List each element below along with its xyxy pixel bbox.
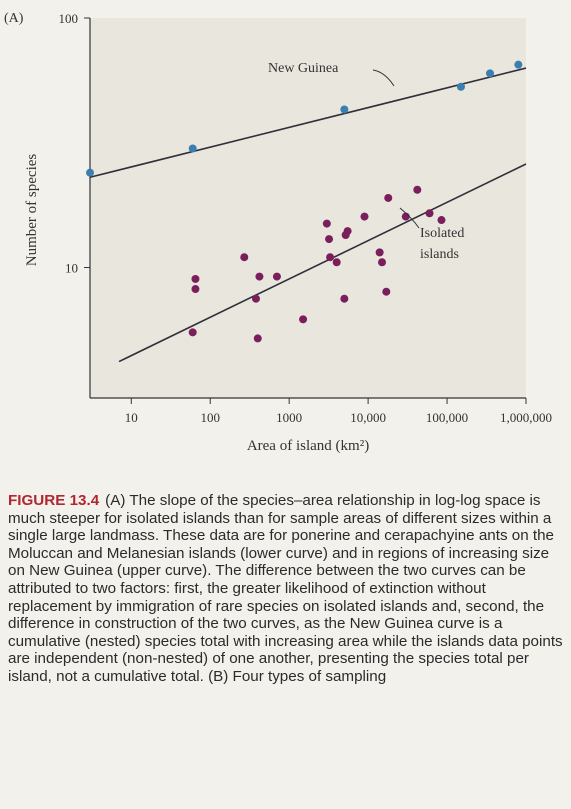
figure-panel: (A) 10 100 1000 10,000 100,000 1,000,000 10 100… [4,11,552,454]
point-isolated-islands-8 [299,315,308,324]
point-isolated-islands-12 [332,258,341,267]
point-isolated-islands-4 [251,294,260,303]
point-isolated-islands-6 [255,272,264,281]
caption-text: (A) The slope of the species–area relati… [8,492,563,685]
point-isolated-islands-23 [425,209,434,218]
point-isolated-islands-21 [401,212,410,221]
species-area-chart: (A) 10 100 1000 10,000 100,000 1,000,000 10 100… [4,11,552,454]
y-axis-title: Number of species [24,154,40,267]
point-isolated-islands-13 [340,294,349,303]
point-isolated-islands-0 [188,328,197,337]
x-tick-label-5: 1,000,000 [500,410,552,425]
point-isolated-islands-24 [437,216,446,225]
y-tick-label-0: 10 [65,261,78,276]
point-isolated-islands-16 [360,212,369,221]
caption-label: FIGURE 13.4 [8,492,100,509]
point-isolated-islands-7 [272,272,281,281]
panel-label: (A) [4,11,24,26]
point-isolated-islands-19 [382,287,391,296]
series-label-new-guinea: New Guinea [268,61,339,76]
new-guinea-leader-line [372,69,395,87]
x-tick-label-1: 100 [200,410,220,425]
point-isolated-islands-20 [384,193,393,202]
point-isolated-islands-17 [375,248,384,257]
isolated-islands-leader-line [399,207,420,229]
point-isolated-islands-1 [191,285,200,294]
point-new-guinea-5 [514,60,523,69]
point-isolated-islands-2 [191,274,200,283]
point-isolated-islands-18 [378,258,387,267]
point-isolated-islands-10 [325,235,334,244]
point-isolated-islands-3 [240,253,249,262]
point-new-guinea-2 [340,105,349,114]
point-isolated-islands-9 [322,219,331,228]
x-tick-label-4: 100,000 [426,410,468,425]
point-new-guinea-0 [86,168,94,177]
series-label-isolated-islands-line2: islands [420,247,459,262]
point-isolated-islands-11 [326,253,335,262]
series-label-isolated-islands-line1: Isolated [420,226,464,241]
x-tick-label-3: 10,000 [350,410,386,425]
point-new-guinea-3 [456,82,465,91]
x-axis-title: Area of island (km²) [247,438,369,454]
fit-line-isolated-islands [118,163,527,363]
figure-caption: FIGURE 13.4 (A) The slope of the species–… [8,492,564,686]
point-new-guinea-4 [486,69,495,78]
x-tick-label-0: 10 [125,410,138,425]
point-isolated-islands-5 [253,334,262,343]
y-tick-label-1: 100 [59,11,79,26]
point-isolated-islands-22 [413,185,422,194]
point-new-guinea-1 [188,144,197,153]
point-isolated-islands-15 [343,227,352,236]
fit-line-new-guinea [89,67,527,179]
x-tick-label-2: 1000 [276,410,302,425]
plot-background [90,18,526,398]
